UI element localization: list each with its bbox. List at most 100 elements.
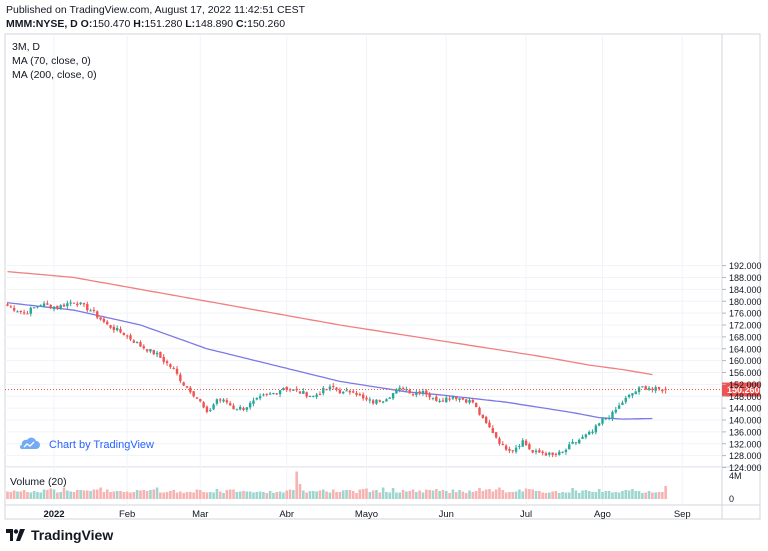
candle — [199, 398, 202, 403]
volume-bar — [388, 492, 392, 499]
volume-bar — [431, 490, 435, 499]
volume-bar — [518, 489, 521, 499]
volume-bar — [16, 491, 19, 499]
candle-body — [199, 399, 202, 402]
brand-logo[interactable]: TradingView — [6, 527, 113, 543]
candle — [345, 387, 348, 392]
candle — [275, 393, 278, 396]
watermark[interactable]: Chart by TradingView — [20, 437, 154, 451]
candle-body — [252, 400, 255, 404]
volume-bar — [587, 491, 591, 499]
candle — [16, 310, 19, 313]
candle-body — [657, 386, 661, 389]
candle — [182, 381, 185, 387]
volume-tick-label: 0 — [729, 494, 734, 504]
volume-bar — [567, 492, 571, 499]
candle-body — [89, 310, 92, 312]
volume-bar — [355, 493, 358, 499]
candle — [627, 393, 631, 399]
volume-bar — [288, 489, 292, 499]
candle-body — [332, 385, 335, 387]
candle — [305, 391, 308, 399]
volume-bar — [574, 490, 578, 499]
candle — [378, 399, 381, 403]
candle-body — [345, 390, 348, 392]
volume-bar — [418, 490, 421, 499]
cloud-chart-icon — [20, 437, 40, 449]
candle-body — [312, 395, 315, 397]
candle — [488, 419, 491, 428]
candle — [558, 449, 561, 456]
volume-bar — [428, 490, 431, 499]
candle — [571, 439, 574, 445]
candle — [338, 387, 342, 395]
candle-body — [132, 340, 136, 343]
candle-body — [39, 305, 42, 307]
time-axis[interactable]: 2022 Feb Mar Abr Mayo Jun Jul Ago Sep — [43, 509, 690, 520]
volume-bar — [481, 491, 485, 499]
volume-bar — [139, 490, 142, 499]
candle — [342, 391, 345, 395]
candle-body — [398, 387, 401, 390]
candle-body — [524, 440, 528, 446]
candle — [145, 349, 149, 353]
candle — [591, 429, 594, 435]
price-tick-label: 160.000 — [729, 356, 762, 366]
candle-body — [614, 409, 617, 413]
candle-body — [538, 450, 541, 453]
candle — [209, 407, 212, 413]
volume-bar — [348, 490, 352, 499]
volume-bar — [368, 492, 372, 499]
candle-body — [272, 393, 275, 395]
volume-bar — [49, 488, 53, 499]
candle — [106, 319, 109, 326]
volume-bar — [654, 492, 657, 499]
volume-bar — [657, 492, 661, 499]
candle-body — [222, 399, 225, 402]
candle-body — [541, 451, 544, 454]
candle — [484, 415, 488, 425]
candle-body — [491, 428, 495, 433]
candle-body — [268, 393, 272, 395]
candle-body — [305, 392, 308, 397]
candle-body — [292, 389, 295, 391]
candle — [102, 316, 106, 324]
volume-bar — [548, 492, 551, 499]
candle-body — [421, 390, 425, 394]
candle-body — [76, 303, 79, 306]
candle — [62, 303, 66, 308]
candle — [262, 393, 265, 397]
candle — [607, 415, 611, 421]
volume-bar — [661, 492, 664, 499]
candle-body — [637, 387, 641, 392]
volume-bar — [125, 491, 129, 499]
volume-bar — [76, 490, 79, 499]
candle-body — [62, 304, 66, 307]
price-tick-label: 188.000 — [729, 273, 762, 283]
volume-bar — [26, 492, 29, 499]
candle-body — [142, 346, 145, 349]
volume-bar — [591, 492, 594, 499]
candle-body — [438, 400, 441, 402]
candle-body — [621, 402, 624, 405]
candle — [332, 383, 335, 390]
candle-body — [115, 328, 119, 331]
candle-body — [571, 441, 574, 444]
candle-body — [315, 394, 318, 397]
candle-body — [92, 309, 96, 311]
candle — [358, 392, 362, 397]
candle — [12, 305, 16, 313]
candle — [415, 390, 418, 398]
candle — [504, 444, 508, 451]
volume-bar — [228, 489, 232, 499]
volume-tick-label: 4M — [729, 471, 742, 481]
volume-bar — [272, 493, 275, 499]
volume-bar — [594, 492, 598, 499]
price-tick-label: 140.000 — [729, 416, 762, 426]
volume-bar — [308, 491, 312, 499]
candle — [588, 430, 591, 436]
price-tick-label: 172.000 — [729, 321, 762, 331]
candle — [328, 384, 332, 392]
